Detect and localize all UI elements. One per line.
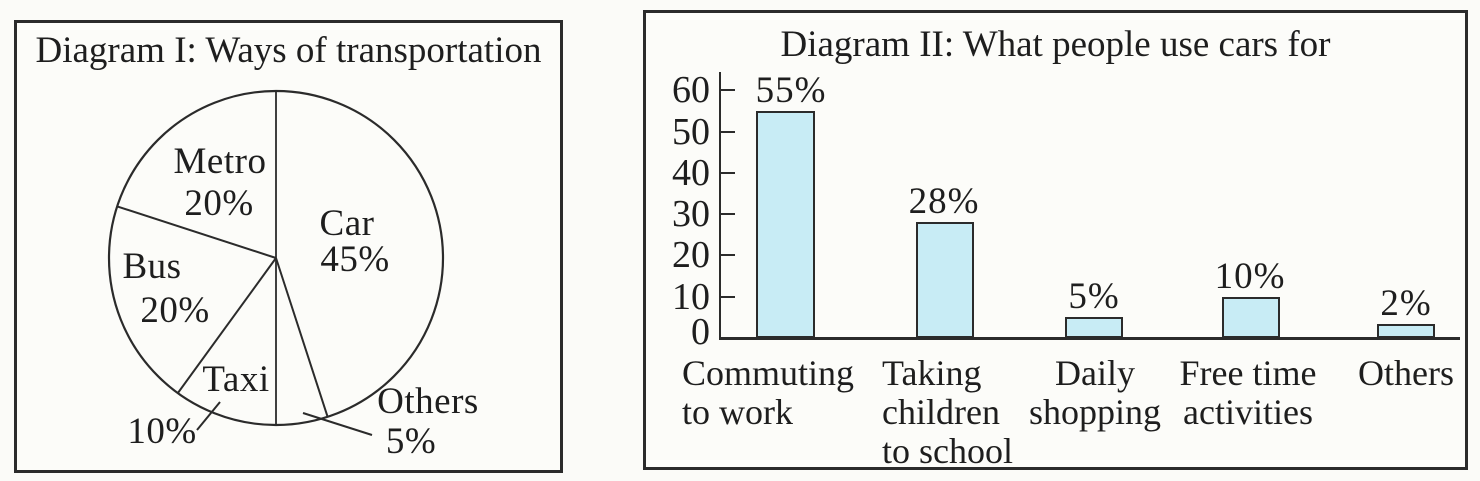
- others-label-leader-line: [302, 412, 373, 436]
- y-tick-mark-20: [721, 254, 735, 257]
- pie-slice-label-others: Others: [377, 381, 479, 422]
- pie-slice-label-car: Car: [319, 203, 375, 244]
- y-axis-line: [719, 72, 721, 338]
- pie-slice-value-others: 5%: [385, 421, 437, 462]
- bar-taking-children-to-school: [916, 222, 974, 338]
- bar-daily-shopping: [1065, 317, 1123, 338]
- pie-slice-label-taxi: Taxi: [202, 359, 270, 400]
- bar-value-label-others: 2%: [1380, 283, 1432, 324]
- y-tick-mark-40: [721, 171, 735, 174]
- y-tick-mark-30: [721, 213, 735, 216]
- y-tick-label-30: 30: [672, 193, 710, 236]
- bar-free-time-activities: [1222, 296, 1280, 338]
- bar-others: [1377, 324, 1435, 338]
- pie-slice-value-bus: 20%: [140, 290, 210, 331]
- bar-chart-panel: Diagram II: What people use cars for 60 5…: [643, 10, 1468, 471]
- x-axis-line: [719, 337, 1460, 340]
- pie-slice-label-metro: Metro: [173, 141, 267, 182]
- category-label-daily-shopping: Daily shopping: [1028, 353, 1162, 432]
- bar-value-label-freetime: 10%: [1214, 255, 1286, 297]
- category-label-free-time: Free time activities: [1179, 353, 1317, 432]
- y-tick-mark-10: [721, 295, 735, 298]
- y-tick-label-40: 40: [672, 151, 710, 194]
- bar-chart-title: Diagram II: What people use cars for: [780, 24, 1331, 65]
- category-label-others: Others: [1358, 353, 1454, 393]
- slice-boundary-bus-metro: [116, 205, 277, 259]
- slice-boundary-taxi-bus: [176, 257, 277, 394]
- category-label-commuting-to-work: Commuting to work: [682, 353, 855, 432]
- taxi-percent-leader-line: [196, 401, 221, 431]
- bar-value-label-children: 28%: [908, 181, 980, 223]
- y-tick-label-10: 10: [672, 275, 710, 318]
- y-tick-mark-50: [721, 130, 735, 133]
- category-label-taking-children: Taking children to school: [882, 353, 1013, 471]
- y-tick-label-0: 0: [691, 311, 710, 353]
- bar-commuting-to-work: [756, 110, 815, 338]
- y-tick-mark-60: [721, 89, 735, 92]
- y-tick-label-60: 60: [672, 69, 710, 112]
- bar-value-label-shopping: 5%: [1068, 276, 1120, 318]
- pie-chart-title: Diagram I: Ways of transportation: [35, 30, 542, 71]
- pie-slice-value-taxi: 10%: [127, 411, 197, 452]
- y-tick-label-20: 20: [672, 234, 710, 277]
- pie-slice-value-metro: 20%: [184, 183, 254, 224]
- pie-slice-value-car: 45%: [320, 239, 390, 280]
- slice-boundary-car-others: [275, 257, 329, 418]
- pie-slice-label-bus: Bus: [122, 246, 182, 287]
- y-tick-label-50: 50: [672, 110, 710, 153]
- pie-chart-panel: Diagram I: Ways of transportation Metro …: [14, 20, 563, 473]
- pie-chart: [107, 89, 445, 436]
- bar-value-label-commuting: 55%: [755, 69, 827, 111]
